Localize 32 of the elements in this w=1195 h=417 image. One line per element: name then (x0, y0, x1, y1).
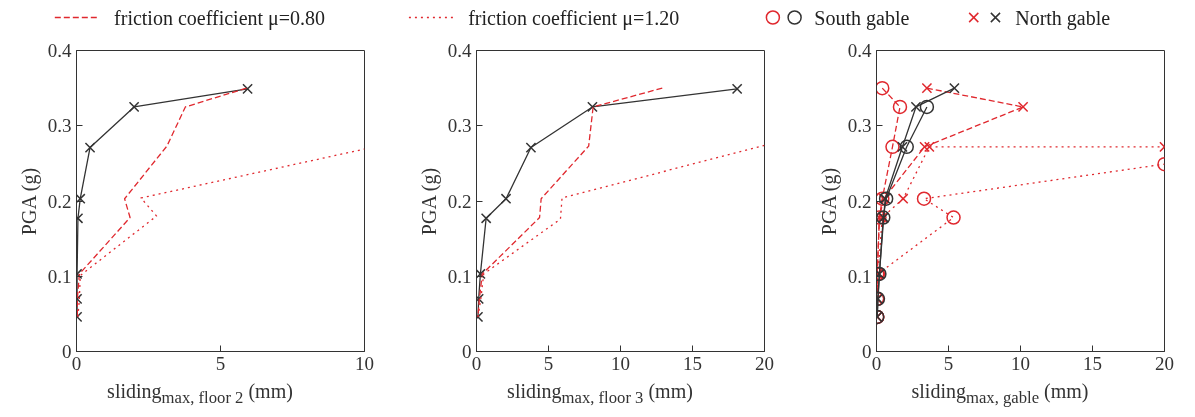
x-axis-title: sliding$_{max, floor 3}$ (mm) (507, 379, 693, 409)
x-tick-label: 20 (1155, 352, 1174, 374)
legend-label: friction coefficient μ=0.80 (114, 6, 326, 30)
x-tick-label: 15 (1083, 352, 1102, 374)
x-tick-label: 10 (611, 352, 630, 374)
legend-label: friction coefficient μ=1.20 (468, 6, 680, 30)
y-tick-label: 0.1 (47, 265, 72, 287)
x-tick-label: 10 (1011, 352, 1030, 374)
y-tick-label: 0.3 (847, 115, 872, 137)
y-tick-label: 0.4 (847, 40, 872, 61)
legend-label: South gable (814, 6, 910, 30)
y-tick-label: 0.1 (847, 265, 872, 287)
legend-label: North gable (1015, 6, 1111, 30)
y-tick-label: 0.2 (47, 190, 72, 212)
x-tick-label: 10 (355, 352, 374, 374)
y-axis-title: PGA (g) (417, 167, 441, 236)
y-tick-label: 0.2 (447, 190, 472, 212)
y-tick-label: 0.1 (447, 265, 472, 287)
y-tick-label: 0.4 (47, 40, 72, 61)
y-axis-title: PGA (g) (817, 167, 841, 236)
x-axis-title: sliding$_{max, gable}$ (mm) (911, 379, 1089, 409)
x-axis-title: sliding$_{max, floor 2}$ (mm) (107, 379, 293, 409)
x-tick-label: 15 (683, 352, 702, 374)
x-tick-label: 5 (543, 352, 554, 374)
y-tick-label: 0.2 (847, 190, 872, 212)
y-tick-label: 0.3 (47, 115, 72, 137)
y-axis-title: PGA (g) (17, 167, 41, 236)
x-tick-label: 20 (755, 352, 774, 374)
x-tick-label: 5 (943, 352, 954, 374)
x-tick-label: 5 (215, 352, 226, 374)
y-tick-label: 0.4 (447, 40, 472, 61)
y-tick-label: 0.3 (447, 115, 472, 137)
